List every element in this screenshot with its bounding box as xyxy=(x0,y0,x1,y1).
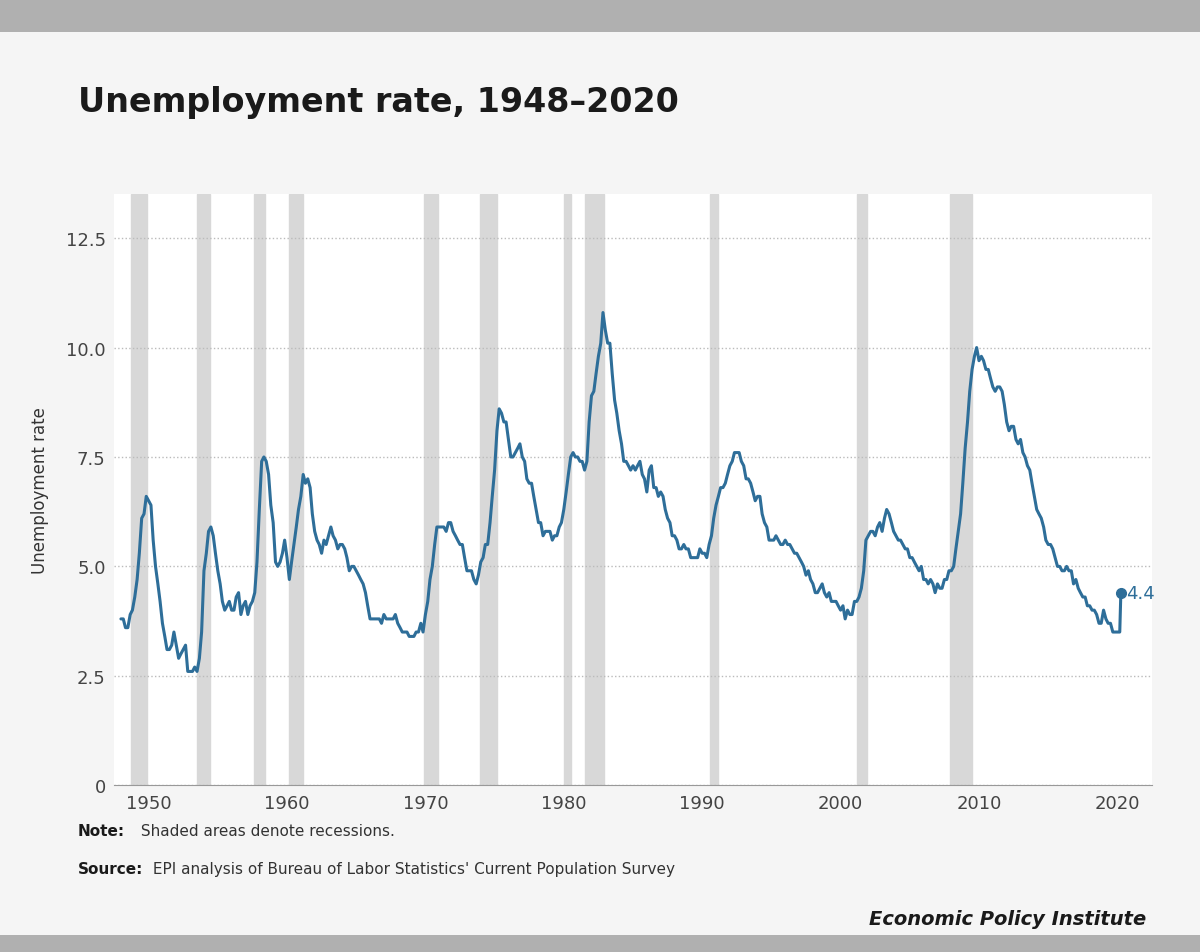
Bar xyxy=(131,195,148,785)
Bar xyxy=(480,195,497,785)
Text: EPI analysis of Bureau of Labor Statistics' Current Population Survey: EPI analysis of Bureau of Labor Statisti… xyxy=(148,862,674,877)
Bar xyxy=(425,195,438,785)
Bar xyxy=(950,195,972,785)
Bar xyxy=(710,195,719,785)
Text: Unemployment rate, 1948–2020: Unemployment rate, 1948–2020 xyxy=(78,86,679,119)
Text: Shaded areas denote recessions.: Shaded areas denote recessions. xyxy=(136,823,395,839)
Bar xyxy=(857,195,868,785)
Text: Note:: Note: xyxy=(78,823,125,839)
Text: Source:: Source: xyxy=(78,862,143,877)
Bar xyxy=(197,195,210,785)
Text: 4.4: 4.4 xyxy=(1127,584,1156,602)
Bar xyxy=(584,195,605,785)
Bar xyxy=(253,195,265,785)
Bar xyxy=(564,195,571,785)
Y-axis label: Unemployment rate: Unemployment rate xyxy=(31,407,49,574)
Text: Economic Policy Institute: Economic Policy Institute xyxy=(869,909,1146,928)
Bar xyxy=(289,195,304,785)
